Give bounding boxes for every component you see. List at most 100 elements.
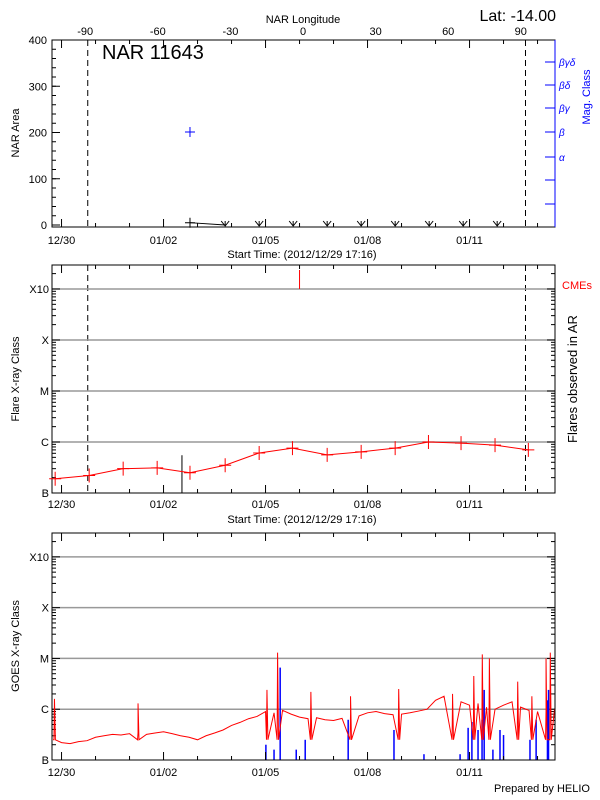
longitude-tick-label: 60	[442, 26, 454, 38]
area-zero-marker	[424, 220, 434, 227]
nar-area-panel: NAR 11643 NAR Area Mag. Class 0100200300…	[10, 26, 593, 493]
area-zero-marker	[458, 220, 468, 227]
class-tick-label: X	[42, 335, 50, 347]
area-zero-marker	[220, 220, 230, 227]
flare-class-point	[489, 438, 502, 453]
flare-class-point	[253, 445, 266, 460]
x-tick-label: 01/11	[456, 235, 483, 247]
area-tick-label: 0	[41, 220, 47, 232]
class-tick-label: X10	[29, 552, 49, 564]
flare-class-point	[286, 441, 299, 456]
class-tick-label: B	[42, 755, 49, 767]
flare-class-point	[522, 442, 535, 457]
flare-class-point	[151, 460, 164, 475]
goes-event-bar	[546, 700, 549, 760]
region-title: NAR 11643	[102, 42, 204, 64]
area-zero-marker	[356, 220, 366, 227]
goes-event-bar	[423, 754, 425, 760]
x-tick-label: 12/30	[48, 235, 76, 247]
flare-class-point	[422, 434, 435, 449]
cme-label: CMEs	[562, 280, 592, 292]
longitude-tick-label: 90	[515, 26, 527, 38]
mag-class-tick-label: βγδ	[558, 58, 576, 69]
goes-event-bar	[535, 719, 537, 760]
mag-class-tick-label: α	[559, 153, 565, 164]
goes-event-bar	[279, 667, 281, 760]
goes-event-bar	[547, 689, 550, 760]
longitude-axis-title: NAR Longitude	[266, 14, 341, 26]
area-tick-label: 400	[29, 35, 47, 47]
x-tick-label: 01/02	[150, 767, 178, 779]
area-axis-label: NAR Area	[10, 108, 22, 158]
class-tick-label: B	[42, 488, 49, 500]
x-tick-label: 01/08	[354, 235, 382, 247]
flare-class-axis-label: Flare X-ray Class	[10, 336, 22, 421]
goes-event-bar	[492, 749, 494, 760]
mag-class-tick-label: βγ	[558, 104, 571, 115]
latitude-label: Lat: -14.00	[480, 8, 557, 25]
mag-class-axis-label: Mag. Class	[581, 69, 593, 125]
flare-class-point	[83, 468, 96, 483]
flare-class-point	[455, 436, 468, 451]
goes-event-bar	[471, 722, 473, 760]
longitude-tick-label: -60	[150, 26, 166, 38]
class-tick-label: M	[40, 386, 49, 398]
area-zero-marker	[390, 220, 400, 227]
goes-event-bar	[529, 739, 531, 760]
goes-event-bar	[304, 739, 306, 760]
mag-class-tick-label: β	[558, 128, 565, 139]
x-tick-label: 01/02	[150, 235, 178, 247]
x-tick-label: 01/05	[252, 499, 280, 511]
area-tick-label: 200	[29, 128, 47, 140]
flare-class-point	[355, 444, 368, 459]
prepared-by-credit: Prepared by HELIO	[494, 783, 590, 795]
flare-class-panel: B C M X X10 Flare X-ray Class Flares observe…	[10, 264, 592, 511]
flare-class-point	[219, 458, 232, 473]
class-tick-label: X	[42, 603, 50, 615]
x-tick-label: 01/05	[252, 235, 280, 247]
flare-class-point	[183, 465, 196, 480]
x-tick-label: 01/08	[354, 767, 382, 779]
area-point	[184, 217, 195, 228]
goes-flux-line	[53, 652, 556, 745]
goes-event-bar	[459, 754, 461, 760]
goes-event-bar	[483, 689, 485, 760]
class-tick-label: X10	[29, 284, 49, 296]
panel-3-frame	[51, 532, 556, 761]
area-zero-marker	[492, 220, 502, 227]
panel-2-frame	[51, 264, 556, 494]
goes-event-bar	[393, 729, 395, 760]
x-tick-label: 12/30	[48, 767, 76, 779]
goes-event-bar	[481, 719, 483, 760]
start-time-label-1: Start Time: (2012/12/29 17:16)	[227, 249, 376, 261]
x-tick-label: 01/11	[456, 499, 483, 511]
class-tick-label: C	[41, 704, 49, 716]
x-tick-label: 01/08	[354, 499, 382, 511]
class-tick-label: C	[41, 437, 49, 449]
x-tick-label: 01/05	[252, 767, 280, 779]
start-time-label-2: Start Time: (2012/12/29 17:16)	[227, 514, 376, 526]
goes-event-bar	[502, 735, 505, 760]
longitude-tick-label: -90	[77, 26, 93, 38]
goes-xray-panel: B C M X X10 GOES X-ray Class 12/30 01/02 01/05…	[10, 532, 556, 779]
flare-class-point	[389, 441, 402, 456]
x-tick-label: 01/02	[150, 499, 178, 511]
goes-event-bar	[477, 729, 479, 760]
flare-class-point	[49, 471, 62, 486]
longitude-tick-label: 0	[300, 26, 306, 38]
mag-class-point	[184, 127, 195, 137]
longitude-tick-label: -30	[222, 26, 238, 38]
goes-event-bar	[273, 749, 275, 760]
area-zero-marker	[322, 220, 332, 227]
longitude-tick-label: 30	[369, 26, 381, 38]
area-tick-label: 100	[29, 174, 47, 186]
goes-event-bar	[295, 749, 297, 760]
area-line	[189, 222, 226, 226]
flare-class-point	[117, 461, 130, 476]
goes-event-bar	[499, 729, 501, 760]
area-zero-marker	[288, 220, 298, 227]
goes-event-bar	[467, 727, 469, 760]
area-tick-label: 300	[29, 81, 47, 93]
